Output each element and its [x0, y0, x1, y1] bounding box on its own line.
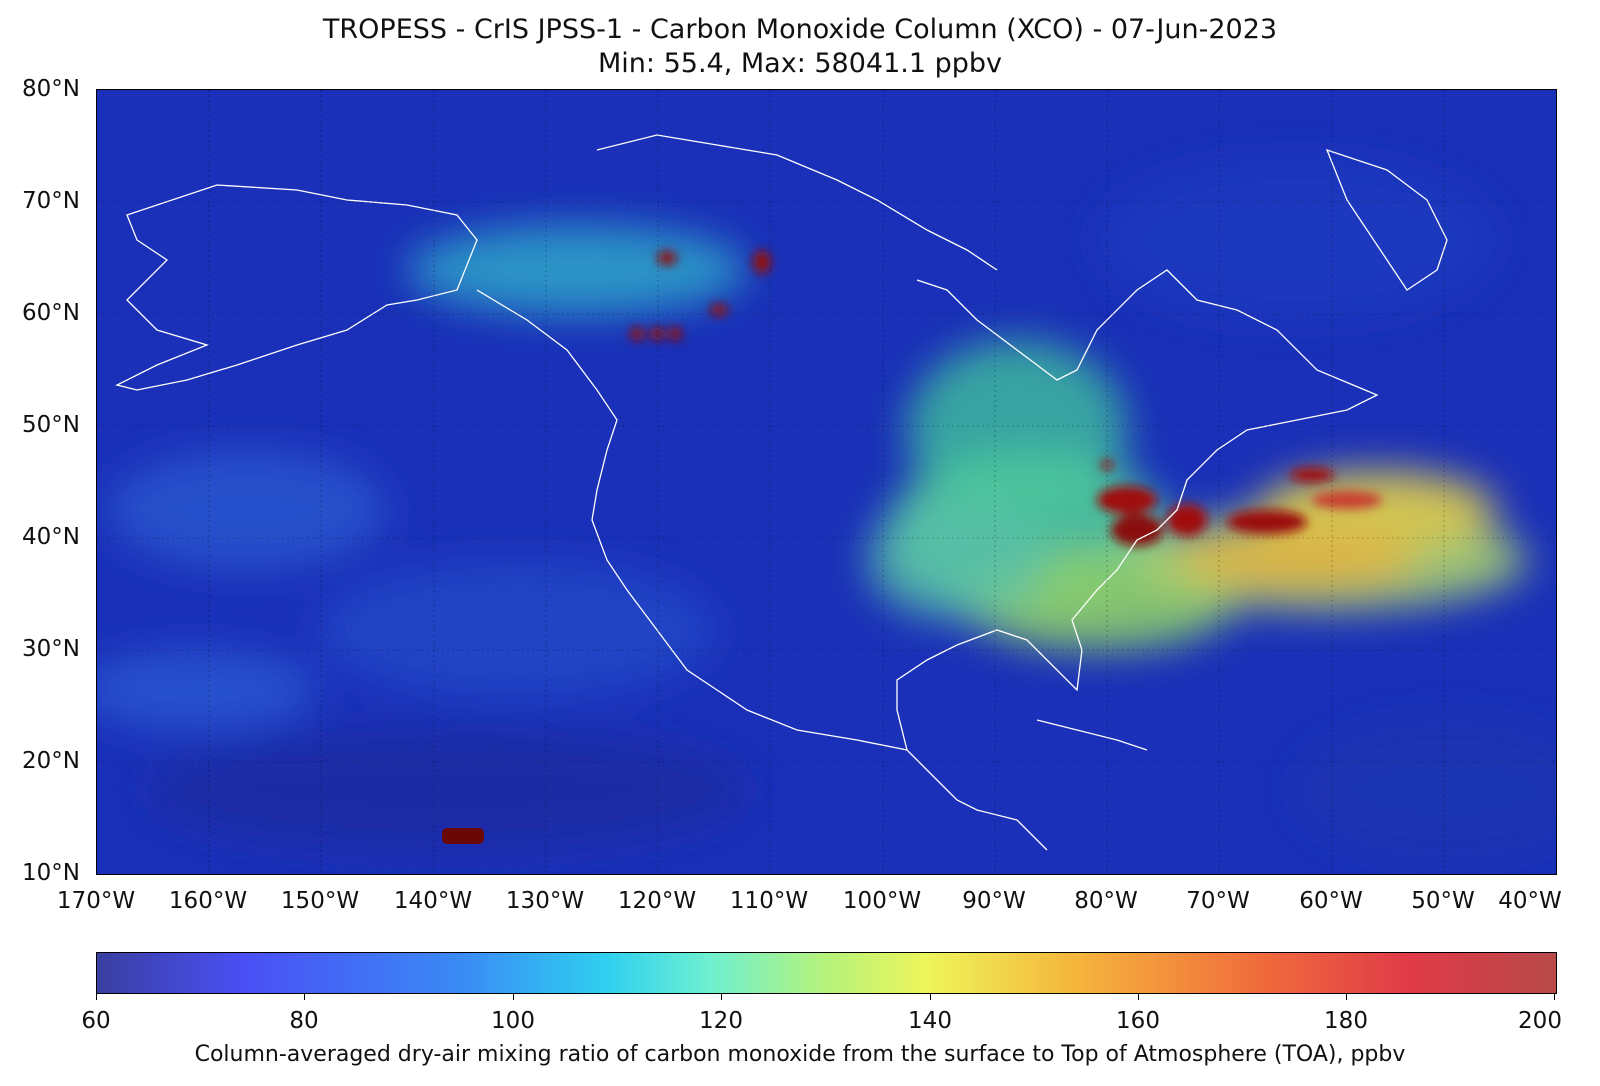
- colorbar-label: Column-averaged dry-air mixing ratio of …: [194, 1042, 1406, 1067]
- lon-label-50w: 50°W: [1411, 888, 1475, 914]
- lon-label-60w: 60°W: [1299, 888, 1363, 914]
- map-subtitle: Min: 55.4, Max: 58041.1 ppbv: [598, 48, 1002, 79]
- lon-label-150w: 150°W: [280, 888, 360, 914]
- lon-label-170w: 170°W: [56, 888, 136, 914]
- colorbar-tick-100: 100: [491, 1008, 535, 1034]
- hotspots: [630, 250, 1382, 546]
- lon-label-130w: 130°W: [505, 888, 585, 914]
- ocean-variation: [97, 160, 1556, 860]
- colorbar-tick-140: 140: [908, 1008, 952, 1034]
- lat-label-60n: 60°N: [22, 300, 80, 326]
- colorbar-tick-mark: [1554, 993, 1555, 1000]
- colorbar-tick-mark: [1346, 993, 1347, 1000]
- lat-label-40n: 40°N: [22, 524, 80, 550]
- coastlines: [115, 134, 1448, 851]
- lat-label-20n: 20°N: [22, 748, 80, 774]
- lon-label-110w: 110°W: [729, 888, 809, 914]
- colorbar-tick-120: 120: [699, 1008, 743, 1034]
- lat-label-10n: 10°N: [22, 860, 80, 886]
- lon-label-120w: 120°W: [617, 888, 697, 914]
- lat-label-30n: 30°N: [22, 636, 80, 662]
- colorbar-tick-160: 160: [1116, 1008, 1160, 1034]
- colorbar-tick-mark: [96, 993, 97, 1000]
- colorbar-tick-180: 180: [1324, 1008, 1368, 1034]
- colorbar-tick-mark: [721, 993, 722, 1000]
- lon-label-80w: 80°W: [1074, 888, 1138, 914]
- colorbar-tick-mark: [1138, 993, 1139, 1000]
- co-field-map: [97, 90, 1556, 874]
- colorbar-tick-200: 200: [1518, 1008, 1562, 1034]
- lon-label-40w: 40°W: [1498, 888, 1562, 914]
- colorbar-tick-60: 60: [81, 1008, 111, 1034]
- colorbar-tick-80: 80: [289, 1008, 319, 1034]
- lon-label-140w: 140°W: [393, 888, 473, 914]
- lon-label-70w: 70°W: [1186, 888, 1250, 914]
- lon-label-90w: 90°W: [962, 888, 1026, 914]
- lat-label-50n: 50°N: [22, 412, 80, 438]
- colorbar-tick-mark: [513, 993, 514, 1000]
- colorbar: [96, 952, 1557, 994]
- lon-label-100w: 100°W: [842, 888, 922, 914]
- hotspot-pacific: [442, 828, 484, 844]
- graticule: [97, 90, 1556, 874]
- colorbar-tick-mark: [930, 993, 931, 1000]
- lat-label-70n: 70°N: [22, 188, 80, 214]
- lon-label-160w: 160°W: [168, 888, 248, 914]
- map-title: TROPESS - CrIS JPSS-1 - Carbon Monoxide …: [322, 14, 1278, 45]
- colorbar-tick-mark: [304, 993, 305, 1000]
- map-panel: [96, 89, 1557, 875]
- elevated-co-regions: [407, 225, 1527, 650]
- lat-label-80n: 80°N: [22, 76, 80, 102]
